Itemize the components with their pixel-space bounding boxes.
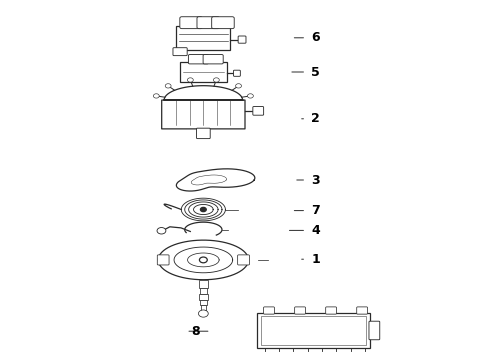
FancyBboxPatch shape bbox=[326, 307, 337, 314]
FancyBboxPatch shape bbox=[264, 307, 274, 314]
Text: 2: 2 bbox=[311, 112, 320, 125]
Text: 4: 4 bbox=[311, 224, 320, 237]
Text: 7: 7 bbox=[311, 204, 320, 217]
FancyBboxPatch shape bbox=[201, 310, 206, 315]
Circle shape bbox=[198, 310, 208, 317]
FancyBboxPatch shape bbox=[238, 36, 246, 43]
Circle shape bbox=[200, 207, 206, 212]
Text: 5: 5 bbox=[311, 66, 320, 78]
FancyBboxPatch shape bbox=[176, 26, 230, 49]
Circle shape bbox=[165, 84, 171, 88]
Circle shape bbox=[214, 78, 220, 82]
Circle shape bbox=[157, 228, 166, 234]
FancyBboxPatch shape bbox=[212, 17, 234, 29]
FancyBboxPatch shape bbox=[157, 255, 169, 265]
FancyBboxPatch shape bbox=[180, 17, 202, 29]
Polygon shape bbox=[162, 86, 245, 129]
FancyBboxPatch shape bbox=[173, 48, 187, 55]
FancyBboxPatch shape bbox=[200, 300, 207, 305]
Text: 6: 6 bbox=[311, 31, 320, 44]
FancyBboxPatch shape bbox=[200, 288, 207, 294]
Circle shape bbox=[187, 78, 193, 82]
Polygon shape bbox=[158, 240, 248, 280]
FancyBboxPatch shape bbox=[233, 70, 240, 76]
Text: 1: 1 bbox=[311, 253, 320, 266]
FancyBboxPatch shape bbox=[199, 280, 208, 288]
FancyBboxPatch shape bbox=[261, 316, 366, 345]
FancyBboxPatch shape bbox=[201, 305, 206, 310]
FancyBboxPatch shape bbox=[253, 107, 264, 115]
FancyBboxPatch shape bbox=[257, 313, 370, 348]
FancyBboxPatch shape bbox=[357, 307, 368, 314]
FancyBboxPatch shape bbox=[238, 255, 249, 265]
FancyBboxPatch shape bbox=[188, 54, 208, 64]
Circle shape bbox=[247, 94, 253, 98]
FancyBboxPatch shape bbox=[294, 307, 305, 314]
FancyBboxPatch shape bbox=[197, 17, 220, 29]
FancyBboxPatch shape bbox=[196, 128, 210, 139]
Circle shape bbox=[199, 257, 207, 263]
FancyBboxPatch shape bbox=[180, 62, 226, 82]
Circle shape bbox=[236, 84, 242, 88]
FancyBboxPatch shape bbox=[199, 294, 208, 300]
Circle shape bbox=[153, 94, 159, 98]
Text: 3: 3 bbox=[311, 174, 320, 186]
Polygon shape bbox=[176, 169, 255, 191]
FancyBboxPatch shape bbox=[369, 321, 380, 340]
FancyBboxPatch shape bbox=[203, 54, 223, 64]
Text: 8: 8 bbox=[191, 325, 200, 338]
